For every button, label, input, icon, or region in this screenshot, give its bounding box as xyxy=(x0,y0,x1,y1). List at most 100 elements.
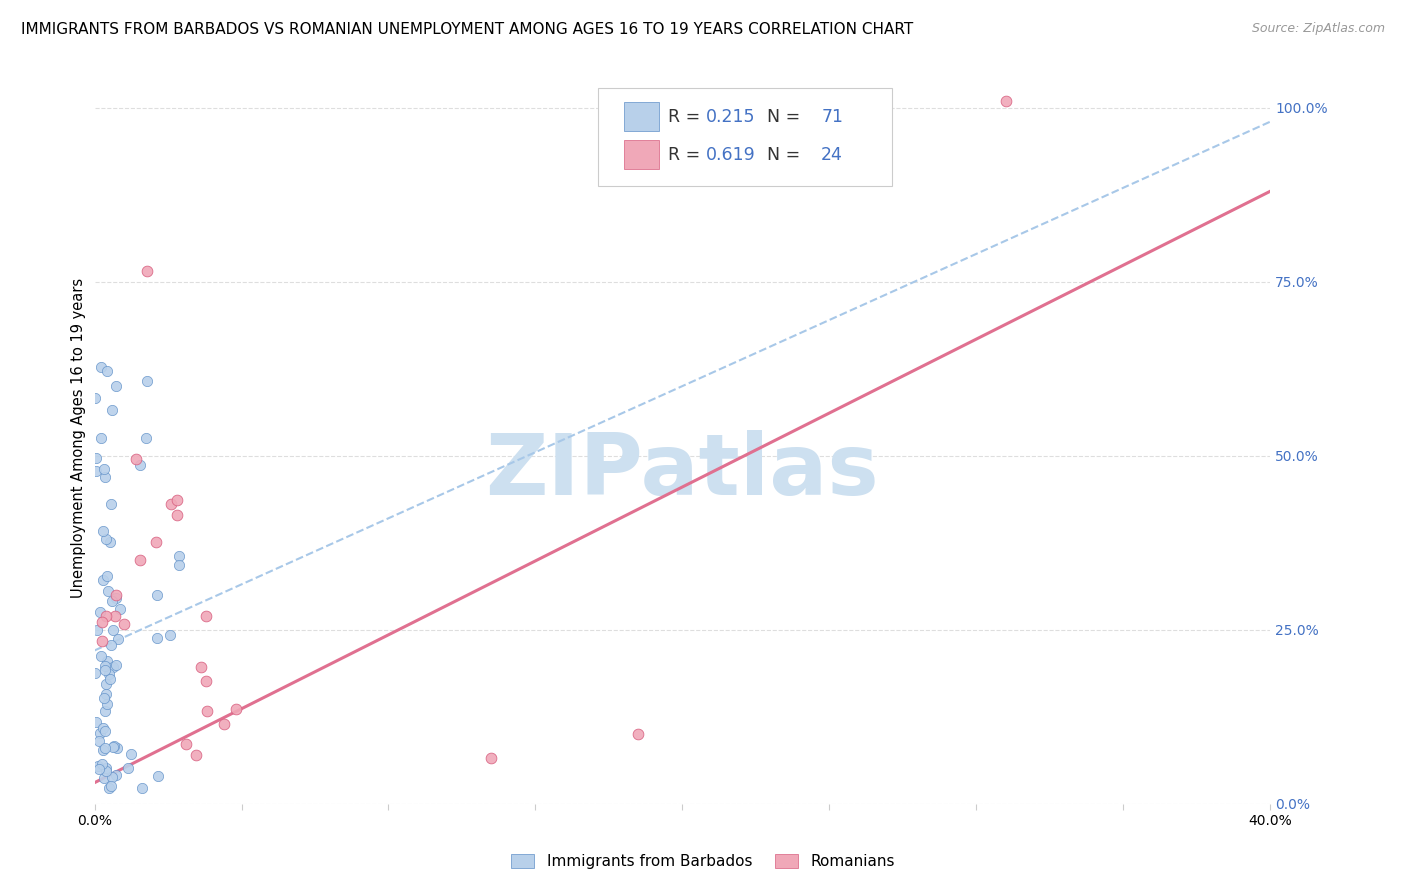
Point xyxy=(184,748,207,763)
Point xyxy=(93,740,115,755)
Point xyxy=(90,431,112,445)
Point xyxy=(86,759,108,773)
Point xyxy=(100,779,122,793)
Point xyxy=(135,432,157,446)
Point xyxy=(94,533,117,547)
Point xyxy=(94,659,117,673)
Point xyxy=(627,727,650,741)
Point xyxy=(93,771,115,785)
FancyBboxPatch shape xyxy=(598,87,891,186)
Point xyxy=(167,549,190,564)
Point xyxy=(84,714,107,729)
Point xyxy=(174,738,197,752)
Point xyxy=(94,687,117,701)
Point xyxy=(112,616,135,631)
Point xyxy=(104,379,127,393)
Point xyxy=(100,402,122,417)
Point xyxy=(104,658,127,673)
Point xyxy=(96,654,118,668)
Point xyxy=(146,589,169,603)
Point xyxy=(91,756,114,771)
Point xyxy=(479,751,502,765)
Point xyxy=(91,615,114,629)
Point xyxy=(994,94,1017,108)
Point xyxy=(97,583,120,598)
Bar xyxy=(624,103,659,131)
Point xyxy=(101,739,124,754)
Text: R =: R = xyxy=(668,145,706,164)
Point xyxy=(167,558,190,573)
Point xyxy=(212,716,235,731)
Point xyxy=(96,761,118,775)
Point xyxy=(84,464,107,478)
Point xyxy=(103,739,125,754)
Point xyxy=(136,264,159,278)
Point xyxy=(166,493,188,508)
Text: 24: 24 xyxy=(821,145,844,164)
Point xyxy=(100,639,122,653)
Point xyxy=(93,461,115,475)
Point xyxy=(93,723,115,738)
Point xyxy=(117,761,139,775)
Text: 0.619: 0.619 xyxy=(706,145,755,164)
Point xyxy=(98,672,121,686)
Point xyxy=(160,497,183,511)
Point xyxy=(101,770,124,784)
Point xyxy=(104,608,127,623)
Point xyxy=(89,726,111,740)
Point xyxy=(105,741,128,756)
Point xyxy=(86,623,108,637)
Text: IMMIGRANTS FROM BARBADOS VS ROMANIAN UNEMPLOYMENT AMONG AGES 16 TO 19 YEARS CORR: IMMIGRANTS FROM BARBADOS VS ROMANIAN UNE… xyxy=(21,22,914,37)
Point xyxy=(104,768,127,782)
Point xyxy=(101,594,124,608)
Point xyxy=(110,601,132,615)
Point xyxy=(94,664,117,678)
Text: 71: 71 xyxy=(821,108,844,126)
Point xyxy=(194,674,217,689)
Point xyxy=(120,747,142,762)
Point xyxy=(107,632,129,646)
Legend: Immigrants from Barbados, Romanians: Immigrants from Barbados, Romanians xyxy=(505,848,901,875)
Point xyxy=(195,608,218,623)
Point xyxy=(94,470,117,484)
Point xyxy=(90,360,112,375)
Point xyxy=(97,667,120,681)
Point xyxy=(225,702,247,716)
Point xyxy=(131,781,153,796)
Point xyxy=(190,660,212,674)
Point xyxy=(105,588,128,602)
Point xyxy=(91,573,114,587)
Point xyxy=(195,704,218,718)
Point xyxy=(96,364,118,378)
Text: ZIPatlas: ZIPatlas xyxy=(485,430,879,513)
Point xyxy=(98,780,121,795)
Point xyxy=(145,535,167,549)
Point xyxy=(94,764,117,778)
Point xyxy=(128,458,150,472)
Point xyxy=(96,677,118,691)
Point xyxy=(91,743,114,757)
Point xyxy=(101,623,124,637)
Point xyxy=(96,608,118,623)
Point xyxy=(91,721,114,735)
Point xyxy=(84,391,107,405)
Point xyxy=(87,762,110,776)
Point xyxy=(86,451,108,466)
Point xyxy=(100,497,122,511)
Text: 0.215: 0.215 xyxy=(706,108,755,126)
Point xyxy=(89,734,111,748)
Point xyxy=(105,591,128,606)
Point xyxy=(166,508,188,522)
Point xyxy=(93,691,115,706)
Point xyxy=(159,628,181,642)
Text: N =: N = xyxy=(756,145,806,164)
Point xyxy=(91,633,114,648)
Point xyxy=(103,660,125,674)
Point xyxy=(91,524,114,539)
Point xyxy=(125,452,148,467)
Point xyxy=(129,553,152,567)
Point xyxy=(96,568,118,582)
Bar xyxy=(624,140,659,169)
Point xyxy=(146,769,169,783)
Point xyxy=(146,632,169,646)
